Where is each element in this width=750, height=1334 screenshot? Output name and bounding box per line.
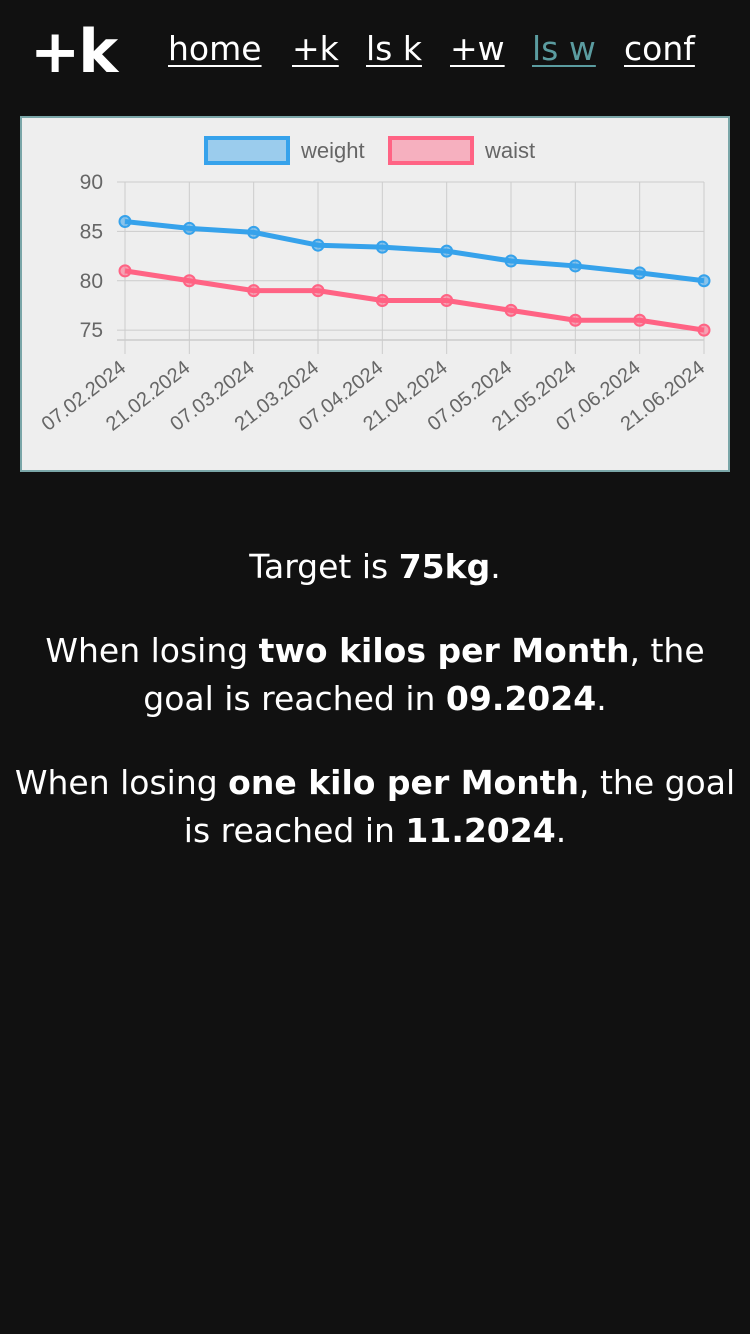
- nav-link-list-waist[interactable]: ls w: [532, 29, 596, 68]
- data-point-waist: [633, 313, 647, 327]
- data-point-waist: [182, 274, 196, 288]
- projection-one-prefix: When losing: [14, 763, 229, 802]
- data-point-weight: [504, 254, 518, 268]
- chart-svg: 9085807507.02.202421.02.202407.03.202421…: [38, 136, 711, 436]
- data-point-weight: [440, 244, 454, 258]
- legend-swatch-waist: [388, 136, 474, 165]
- projection-two-prefix: When losing: [45, 631, 259, 670]
- data-point-weight: [247, 225, 261, 239]
- data-point-waist: [311, 284, 325, 298]
- target-text: Target is 75kg.: [10, 543, 740, 591]
- top-navigation: +k home +k ls k +w ls w conf: [0, 0, 750, 104]
- data-point-weight: [633, 266, 647, 280]
- data-point-waist: [568, 313, 582, 327]
- data-point-waist: [697, 323, 711, 337]
- nav-link-add-waist[interactable]: +w: [450, 29, 505, 68]
- projection-one-date: 11.2024: [405, 811, 556, 850]
- y-tick-label: 90: [80, 171, 103, 194]
- series-line-weight: [124, 219, 705, 284]
- data-point-waist: [440, 294, 454, 307]
- nav-link-list-kilos[interactable]: ls k: [366, 29, 422, 68]
- projection-one-middle: , the goal is reached in: [183, 763, 736, 850]
- data-point-weight: [568, 259, 582, 273]
- projection-two-date: 09.2024: [445, 679, 597, 718]
- data-point-waist: [504, 303, 518, 317]
- data-point-weight: [697, 274, 711, 288]
- nav-link-add-kilos[interactable]: +k: [292, 29, 339, 68]
- projection-two-rate: two kilos per Month: [258, 631, 630, 670]
- projection-two-middle: , the goal is reached in: [143, 631, 705, 718]
- projection-one-kilo: When losing one kilo per Month, the goal…: [10, 759, 740, 855]
- legend-swatch-weight: [204, 136, 290, 165]
- weight-waist-chart: 90 85 80 75 07.02.2024 21.02.2024 07.03.2024 21…: [20, 116, 730, 472]
- legend-label-waist: waist: [484, 138, 535, 163]
- target-value: 75kg: [398, 547, 491, 586]
- projection-two-suffix: .: [596, 679, 607, 718]
- data-point-weight: [118, 215, 132, 228]
- projection-one-rate: one kilo per Month: [228, 763, 579, 802]
- nav-link-conf[interactable]: conf: [624, 29, 695, 68]
- legend-label-weight: weight: [300, 138, 365, 163]
- data-point-weight: [311, 238, 325, 252]
- y-tick-label: 75: [80, 319, 103, 342]
- series-line-waist: [124, 268, 705, 333]
- y-tick-label: 85: [80, 220, 103, 243]
- projection-one-suffix: .: [555, 811, 567, 850]
- app-logo[interactable]: +k: [30, 17, 118, 87]
- data-point-waist: [247, 284, 261, 298]
- data-point-weight: [182, 221, 196, 235]
- nav-link-home[interactable]: home: [168, 29, 262, 68]
- y-tick-label: 80: [80, 270, 103, 293]
- data-point-weight: [375, 240, 389, 254]
- data-point-waist: [375, 294, 389, 307]
- target-prefix: Target is: [249, 547, 399, 586]
- target-suffix: .: [490, 547, 501, 586]
- projection-two-kilos: When losing two kilos per Month, the goa…: [10, 627, 740, 723]
- data-point-waist: [118, 264, 132, 278]
